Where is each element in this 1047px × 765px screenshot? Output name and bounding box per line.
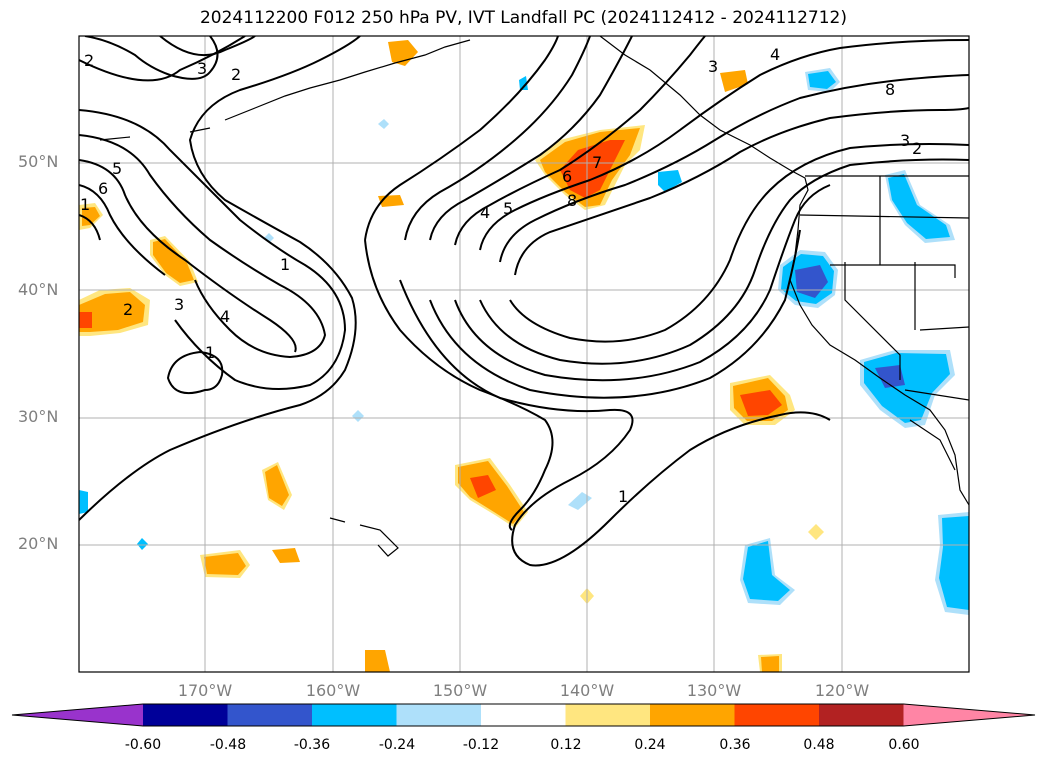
- colorbar-segment: [650, 704, 735, 726]
- contour-label: 7: [592, 153, 602, 172]
- colorbar-segment: [143, 704, 228, 726]
- contour-labels: 2 3 2 3 4 8 3 2 5 6 1 4 5 6 7 8 1 2 3 4 …: [80, 45, 922, 506]
- lon-label-120w: 120°W: [814, 681, 870, 700]
- contour-label: 5: [503, 199, 513, 218]
- contour-label: 3: [174, 295, 184, 314]
- colorbar-tick-label: 0.12: [550, 737, 582, 753]
- lat-label-30n: 30°N: [18, 407, 59, 426]
- lat-label-40n: 40°N: [18, 280, 59, 299]
- lat-label-50n: 50°N: [18, 152, 59, 171]
- contour-label: 1: [280, 255, 290, 274]
- contour-label: 1: [205, 343, 215, 362]
- colorbar-tick-label: -0.60: [124, 737, 162, 753]
- colorbar-segment: [396, 704, 482, 726]
- contour-label: 4: [480, 203, 490, 222]
- lon-label-160w: 160°W: [305, 681, 361, 700]
- contour-label: 3: [197, 59, 207, 78]
- contour-label: 2: [231, 65, 241, 84]
- colorbar-segment: [227, 704, 313, 726]
- colorbar-tick-label: -0.48: [209, 737, 247, 753]
- colorbar-extend-max: [903, 704, 1035, 726]
- gridlines: [79, 36, 969, 672]
- contour-label: 8: [567, 191, 577, 210]
- map-title: 2024112200 F012 250 hPa PV, IVT Landfall…: [199, 8, 847, 28]
- contour-label: 4: [220, 307, 230, 326]
- lat-label-20n: 20°N: [18, 534, 59, 553]
- contour-label: 8: [885, 80, 895, 99]
- contour-label: 6: [562, 167, 572, 186]
- coastlines: [99, 36, 969, 557]
- contour-label: 6: [98, 179, 108, 198]
- colorbar-segment: [481, 704, 566, 726]
- colorbar-tick-label: 0.24: [634, 737, 666, 753]
- contour-label: 2: [912, 139, 922, 158]
- colorbar-segment: [819, 704, 904, 726]
- contour-label: 1: [80, 195, 90, 214]
- contour-label: 1: [618, 487, 628, 506]
- ivt-contours: [79, 36, 969, 567]
- lon-label-140w: 140°W: [559, 681, 615, 700]
- shading-layer: [79, 40, 969, 672]
- colorbar-extend-min: [12, 704, 143, 726]
- positive-anomaly-patches: [79, 40, 824, 672]
- contour-label: 5: [112, 159, 122, 178]
- colorbar-outline: [11, 703, 1036, 727]
- colorbar-tick-label: 0.36: [719, 737, 751, 753]
- lon-label-150w: 150°W: [432, 681, 488, 700]
- colorbar-segment: [312, 704, 397, 726]
- contour-label: 4: [770, 45, 780, 64]
- contour-label: 2: [84, 51, 94, 70]
- colorbar-tick-label: -0.24: [378, 737, 416, 753]
- contour-label: 2: [123, 300, 133, 319]
- positive-patch-north-aleutian: [388, 40, 418, 66]
- negative-anomaly-patches: [79, 68, 969, 615]
- map-frame: [78, 35, 970, 673]
- colorbar-segments: [11, 703, 1036, 727]
- colorbar-segment: [734, 704, 820, 726]
- colorbar-tick-label: 0.48: [803, 737, 835, 753]
- contour-label: 3: [900, 131, 910, 150]
- contour-label: 3: [708, 57, 718, 76]
- colorbar-tick-label: 0.60: [888, 737, 920, 753]
- lon-label-170w: 170°W: [177, 681, 233, 700]
- colorbar-tick-label: -0.36: [293, 737, 331, 753]
- colorbar-tick-label: -0.12: [462, 737, 500, 753]
- colorbar-segment: [565, 704, 651, 726]
- colorbar: [11, 703, 1036, 727]
- lon-label-130w: 130°W: [686, 681, 742, 700]
